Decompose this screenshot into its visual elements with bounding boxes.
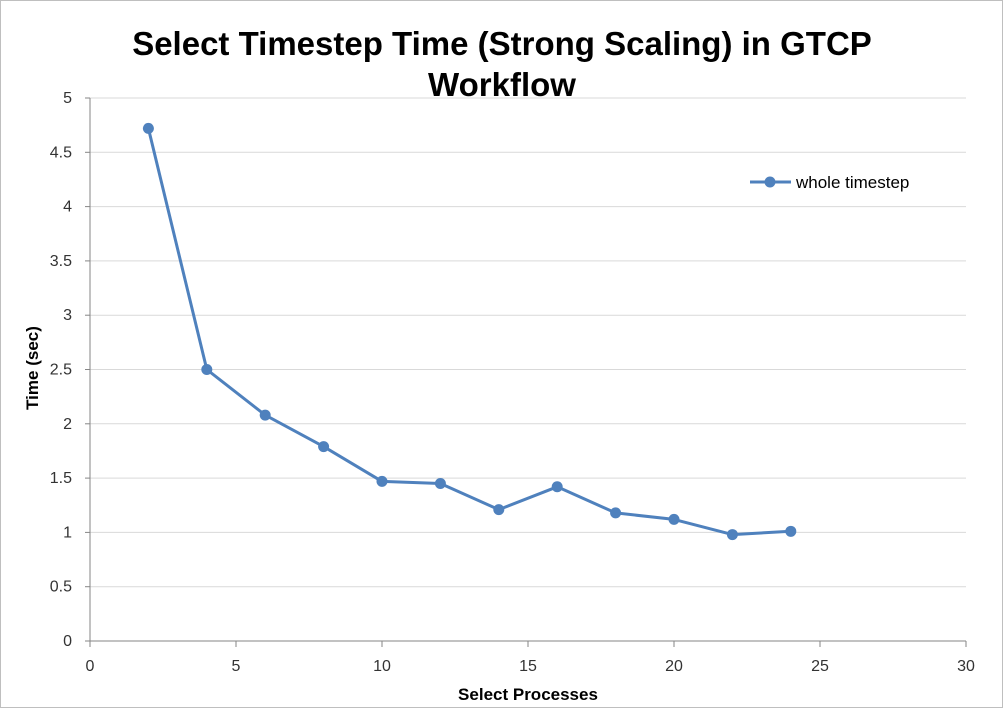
- chart-title-line-2: Workflow: [428, 66, 576, 103]
- data-point: [142, 122, 154, 134]
- x-tick-label: 10: [373, 658, 391, 675]
- data-point: [551, 481, 563, 493]
- y-tick-label: 5: [63, 90, 72, 107]
- y-tick-label: 1: [63, 524, 72, 541]
- data-point: [610, 507, 622, 519]
- x-tick-label: 20: [665, 658, 683, 675]
- x-axis-label: Select Processes: [458, 685, 598, 704]
- y-tick-label: 1.5: [50, 470, 72, 487]
- data-point: [376, 475, 388, 487]
- axes: [85, 97, 967, 647]
- y-axis-label: Time (sec): [23, 326, 42, 410]
- data-point: [493, 504, 505, 516]
- y-tick-label: 2.5: [50, 362, 72, 379]
- y-tick-label: 4: [63, 199, 72, 216]
- legend: whole timestep: [750, 173, 909, 192]
- y-tick-label: 3.5: [50, 253, 72, 270]
- data-point: [726, 529, 738, 541]
- y-tick-label: 3: [63, 307, 72, 324]
- series: [142, 122, 797, 541]
- data-point: [785, 525, 797, 537]
- x-tick-label: 0: [86, 658, 95, 675]
- tick-labels: 0 0.5 1 1.5 2 2.5 3 3.5 4 4.5 5 0 5 10 15 20 25 30: [50, 90, 975, 675]
- x-tick-label: 5: [232, 658, 241, 675]
- y-tick-label: 4.5: [50, 144, 72, 161]
- legend-label-whole-timestep: whole timestep: [795, 173, 909, 192]
- data-point: [668, 513, 680, 525]
- legend-marker-whole-timestep: [764, 176, 776, 188]
- chart-title-line-1: Select Timestep Time (Strong Scaling) in…: [132, 25, 872, 62]
- data-point: [201, 364, 213, 375]
- x-tick-label: 30: [957, 658, 975, 675]
- x-tick-label: 15: [519, 658, 537, 675]
- x-tick-label: 25: [811, 658, 829, 675]
- data-point: [434, 478, 446, 490]
- series-line-whole-timestep: [146, 128, 791, 537]
- y-tick-label: 2: [63, 416, 72, 433]
- data-point: [259, 409, 271, 421]
- y-tick-label: 0.5: [50, 579, 72, 596]
- data-point: [318, 441, 330, 453]
- gridlines: [90, 97, 966, 588]
- y-tick-label: 0: [63, 633, 72, 650]
